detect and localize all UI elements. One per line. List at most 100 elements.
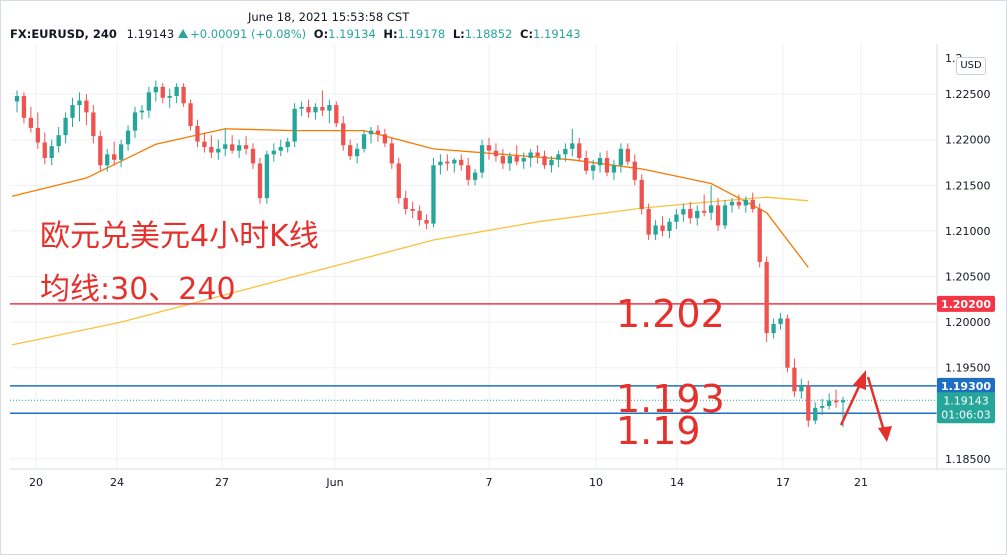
annotation-title: 欧元兑美元4小时K线 — [40, 219, 319, 254]
x-tick-label: 20 — [29, 476, 43, 489]
x-tick-label: 7 — [486, 476, 493, 489]
candle-body — [112, 154, 117, 160]
horizontal-levels — [10, 303, 937, 415]
countdown-label: 01:06:03 — [941, 408, 990, 421]
ma30-line — [11, 128, 809, 268]
candle-body — [70, 105, 75, 118]
candle-body — [35, 127, 40, 143]
candle-body — [479, 145, 485, 173]
annotation-subtitle: 均线:30、240 — [40, 272, 236, 307]
candle-body — [715, 205, 721, 226]
y-tick-label: 1.19500 — [945, 362, 991, 375]
candle-body — [604, 157, 610, 173]
candle-body — [778, 318, 783, 324]
candle-body — [597, 157, 603, 166]
candle-body — [375, 130, 381, 135]
symbol-name: FX:EURUSD, 240 — [10, 27, 117, 41]
candle-body — [660, 225, 665, 231]
candle-body — [729, 201, 735, 206]
candle-body — [646, 209, 651, 235]
candle-body — [771, 323, 776, 334]
price-axis: 1.22500 1.22000 1.21500 1.21000 1.20500 1.200… — [945, 52, 991, 466]
candle-body — [806, 385, 811, 421]
x-tick-label: 21 — [854, 476, 868, 489]
candle-body — [826, 400, 832, 406]
y-tick-label: 1.21000 — [945, 225, 991, 238]
candle-body — [542, 156, 547, 166]
up-triangle-icon — [178, 29, 189, 38]
candle-body — [556, 154, 561, 160]
candle-body — [431, 165, 436, 224]
candle-body — [188, 103, 193, 127]
candles — [14, 80, 846, 427]
candle-body — [667, 221, 672, 231]
candle-body — [42, 142, 47, 158]
candle-body — [681, 209, 686, 215]
candle-body — [743, 199, 748, 206]
annotation-level-119: 1.19 — [616, 409, 701, 453]
currency-button[interactable]: USD — [956, 57, 986, 75]
candle-body — [590, 165, 596, 171]
candle-body — [493, 150, 499, 157]
candle-body — [674, 214, 679, 222]
candle-body — [785, 318, 790, 368]
candle-body — [618, 148, 624, 166]
candle-body — [216, 148, 221, 153]
candle-body — [285, 141, 290, 148]
candle-body — [799, 385, 804, 392]
candle-body — [521, 157, 526, 162]
candle-body — [549, 159, 554, 166]
candle-body — [49, 146, 54, 158]
candle-body — [535, 152, 540, 157]
candle-body — [181, 86, 186, 104]
close-value: 1.19143 — [533, 27, 581, 41]
high-label: H: — [383, 27, 398, 41]
candle-body — [410, 209, 415, 211]
candle-body — [84, 100, 89, 113]
candle-body — [21, 95, 27, 118]
candle-body — [313, 106, 318, 113]
candle-body — [174, 86, 179, 96]
candle-body — [167, 95, 172, 98]
candle-body — [98, 136, 103, 166]
candle-body — [438, 161, 443, 166]
candle-body — [257, 163, 263, 199]
y-tick-label: 1.20000 — [945, 316, 991, 329]
x-tick-label: 10 — [589, 476, 603, 489]
candle-body — [271, 150, 276, 155]
candle-body — [382, 134, 388, 144]
candle-body — [403, 198, 408, 210]
last-price-label: 1.19143 — [943, 394, 989, 407]
candle-body — [820, 405, 825, 408]
candle-body — [195, 126, 200, 142]
candle-body — [757, 209, 762, 262]
candle-body — [264, 154, 270, 199]
candle-body — [500, 156, 506, 164]
candle-body — [389, 143, 394, 164]
candle-body — [153, 86, 158, 93]
time-axis: 20 24 27 Jun 7 10 14 17 21 — [29, 476, 868, 489]
candle-body — [368, 130, 374, 135]
candle-body — [236, 145, 242, 151]
candle-body — [813, 407, 818, 421]
level-label: 1.19300 — [941, 380, 991, 393]
candle-body — [708, 205, 714, 213]
arrow-up-icon — [839, 370, 866, 426]
candle-body — [695, 210, 700, 219]
candle-body — [584, 157, 589, 171]
last-price-label-bg — [937, 392, 995, 424]
candle-body — [750, 199, 755, 210]
y-tick-label: 1.22500 — [945, 88, 991, 101]
candle-body — [445, 161, 450, 164]
candle-body — [632, 161, 637, 180]
y-tick-label: 1.18500 — [945, 453, 991, 466]
candle-body — [486, 145, 492, 151]
candle-body — [466, 165, 471, 180]
candle-body — [292, 108, 297, 142]
candle-body — [653, 225, 658, 235]
candle-body — [160, 86, 165, 98]
candle-body — [417, 210, 422, 220]
